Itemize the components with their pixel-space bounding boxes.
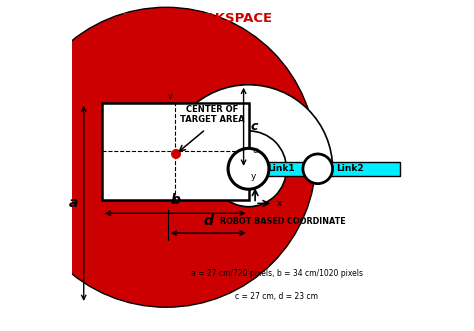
Circle shape: [172, 150, 180, 158]
Text: ROBOT BASED COORDINATE: ROBOT BASED COORDINATE: [220, 216, 346, 226]
Text: d: d: [203, 214, 213, 228]
Text: y: y: [251, 172, 256, 181]
Text: b: b: [170, 193, 180, 207]
Circle shape: [303, 154, 333, 184]
Text: a: a: [69, 196, 79, 211]
Circle shape: [16, 7, 316, 307]
Text: c = 27 cm, d = 23 cm: c = 27 cm, d = 23 cm: [235, 292, 318, 302]
Circle shape: [210, 131, 286, 207]
Bar: [102, 103, 248, 200]
Text: Link1: Link1: [267, 164, 294, 173]
Text: c: c: [250, 120, 257, 133]
Text: v: v: [168, 92, 173, 101]
Circle shape: [228, 148, 269, 189]
Wedge shape: [164, 85, 333, 169]
Text: x: x: [277, 199, 283, 208]
Bar: [248, 162, 400, 176]
Text: ROBOT WORKSPACE: ROBOT WORKSPACE: [122, 12, 273, 25]
Text: a = 27 cm/720 pixels, b = 34 cm/1020 pixels: a = 27 cm/720 pixels, b = 34 cm/1020 pix…: [191, 269, 363, 278]
Text: Link2: Link2: [336, 164, 364, 173]
Text: CENTER OF
TARGET AREA: CENTER OF TARGET AREA: [180, 105, 245, 124]
Text: u: u: [253, 146, 258, 155]
